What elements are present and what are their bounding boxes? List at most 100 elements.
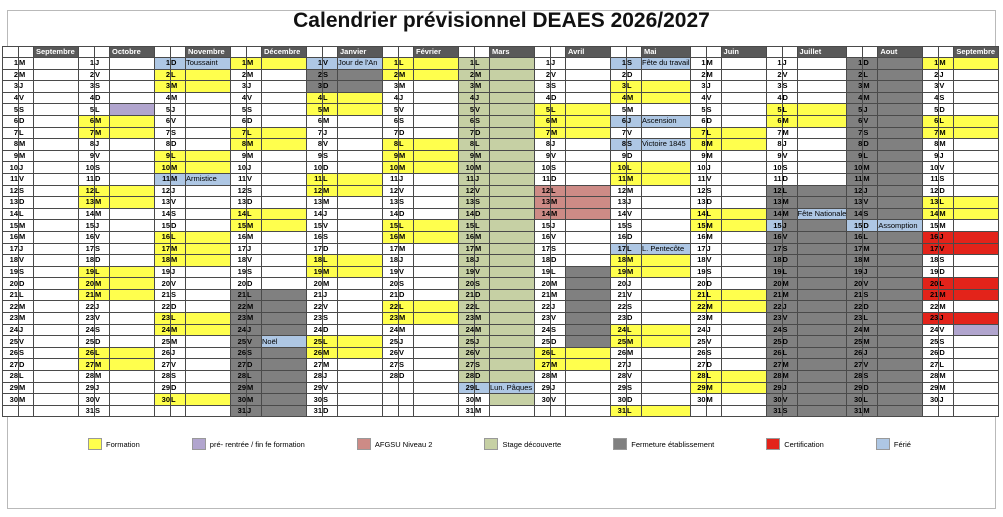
day-annotation-cell xyxy=(953,114,1000,128)
day-number-cell: 4 xyxy=(306,91,323,105)
day-annotation-cell xyxy=(641,323,691,337)
day-annotation-cell xyxy=(337,103,383,116)
day-number-cell xyxy=(382,404,399,418)
day-letter-cell: L xyxy=(781,265,798,279)
day-annotation-cell xyxy=(261,161,307,174)
day-annotation-cell xyxy=(565,161,611,174)
day-row: 12 L xyxy=(765,184,848,198)
day-number-cell: 25 xyxy=(2,335,19,348)
day-letter-cell: D xyxy=(938,184,955,198)
header-blank-cell xyxy=(94,46,110,58)
header-blank-cell xyxy=(938,46,955,58)
day-letter-cell: L xyxy=(862,68,879,82)
day-number-cell: 2 xyxy=(78,68,95,82)
legend-swatch-prerentree xyxy=(191,438,206,451)
day-letter-cell: V xyxy=(170,277,186,290)
day-letter-cell: L xyxy=(322,335,338,348)
day-letter-cell: L xyxy=(170,230,186,244)
day-number-cell: 9 xyxy=(78,149,95,163)
day-letter-cell xyxy=(938,404,955,418)
day-row: 31 M xyxy=(846,404,924,418)
day-letter-cell: M xyxy=(626,91,642,105)
day-letter-cell: S xyxy=(938,172,955,186)
day-row: 20 S xyxy=(382,277,459,290)
day-number-cell: 28 xyxy=(689,370,707,383)
day-annotation-cell xyxy=(261,196,307,209)
day-number-cell: 7 xyxy=(534,126,551,140)
day-annotation-cell xyxy=(877,370,924,383)
day-number-cell: 26 xyxy=(689,346,707,360)
day-letter-cell: S xyxy=(474,196,490,209)
day-number-cell: 26 xyxy=(458,346,475,360)
day-annotation-cell xyxy=(109,57,155,70)
day-letter-cell: J xyxy=(626,277,642,290)
day-letter-cell: S xyxy=(322,312,338,325)
day-annotation-cell xyxy=(261,138,307,151)
day-annotation-cell xyxy=(413,219,459,232)
day-annotation-cell xyxy=(489,300,535,314)
day-row: 16 M xyxy=(458,230,535,244)
day-number-cell: 9 xyxy=(765,149,783,163)
day-annotation-cell xyxy=(877,404,924,418)
day-number-cell: 13 xyxy=(534,196,551,209)
day-letter-cell: J xyxy=(18,242,34,256)
day-number-cell: 22 xyxy=(534,300,551,314)
day-number-cell: 28 xyxy=(534,370,551,383)
day-row: 20 L xyxy=(922,277,1000,290)
day-row: 27 M xyxy=(534,358,611,372)
day-letter-cell: D xyxy=(862,138,879,151)
day-number-cell: 30 xyxy=(2,393,19,406)
day-row xyxy=(922,404,1000,418)
day-letter-cell: M xyxy=(781,114,798,128)
day-number-cell: 26 xyxy=(534,346,551,360)
day-annotation-cell xyxy=(565,172,611,186)
day-annotation-cell xyxy=(185,126,231,140)
day-number-cell: 17 xyxy=(230,242,247,256)
day-annotation-cell xyxy=(337,126,383,140)
legend-item-ferie: Férié xyxy=(875,438,911,451)
month-header-label: Octobre xyxy=(109,46,155,58)
day-number-cell: 30 xyxy=(534,393,551,406)
day-letter-cell: L xyxy=(626,404,642,418)
day-letter-cell: V xyxy=(781,149,798,163)
day-annotation-cell xyxy=(337,254,383,267)
day-number-cell: 7 xyxy=(765,126,783,140)
day-number-cell: 16 xyxy=(846,230,864,244)
day-row: 24 S xyxy=(534,323,611,337)
day-row: 14 M xyxy=(78,207,155,221)
day-number-cell: 23 xyxy=(78,312,95,325)
day-letter-cell: V xyxy=(626,126,642,140)
day-annotation-cell xyxy=(953,381,1000,395)
day-annotation-cell xyxy=(413,404,459,418)
day-letter-cell: S xyxy=(550,80,566,93)
day-number-cell: 11 xyxy=(230,172,247,186)
day-letter-cell: V xyxy=(781,230,798,244)
day-letter-cell: D xyxy=(246,196,262,209)
day-annotation-cell xyxy=(109,265,155,279)
day-row: 14 V xyxy=(610,207,691,221)
day-annotation-cell xyxy=(185,254,231,267)
day-annotation-cell xyxy=(796,277,848,290)
day-letter-cell: L xyxy=(246,126,262,140)
day-letter-cell: J xyxy=(322,207,338,221)
day-letter-cell: J xyxy=(170,103,186,116)
day-letter-cell: M xyxy=(474,323,490,337)
day-letter-cell: D xyxy=(18,358,34,372)
month-header-label: Janvier xyxy=(337,46,383,58)
day-letter-cell: V xyxy=(170,196,186,209)
day-number-cell: 14 xyxy=(689,207,707,221)
day-letter-cell: V xyxy=(550,312,566,325)
day-number-cell xyxy=(534,404,551,418)
day-annotation-cell xyxy=(109,172,155,186)
day-annotation-cell xyxy=(796,103,848,116)
day-letter-cell: M xyxy=(94,358,110,372)
day-number-cell: 18 xyxy=(922,254,940,267)
day-row: 28 V xyxy=(610,370,691,383)
day-letter-cell: D xyxy=(246,358,262,372)
day-letter-cell: D xyxy=(398,288,414,302)
day-number-cell: 8 xyxy=(922,138,940,151)
